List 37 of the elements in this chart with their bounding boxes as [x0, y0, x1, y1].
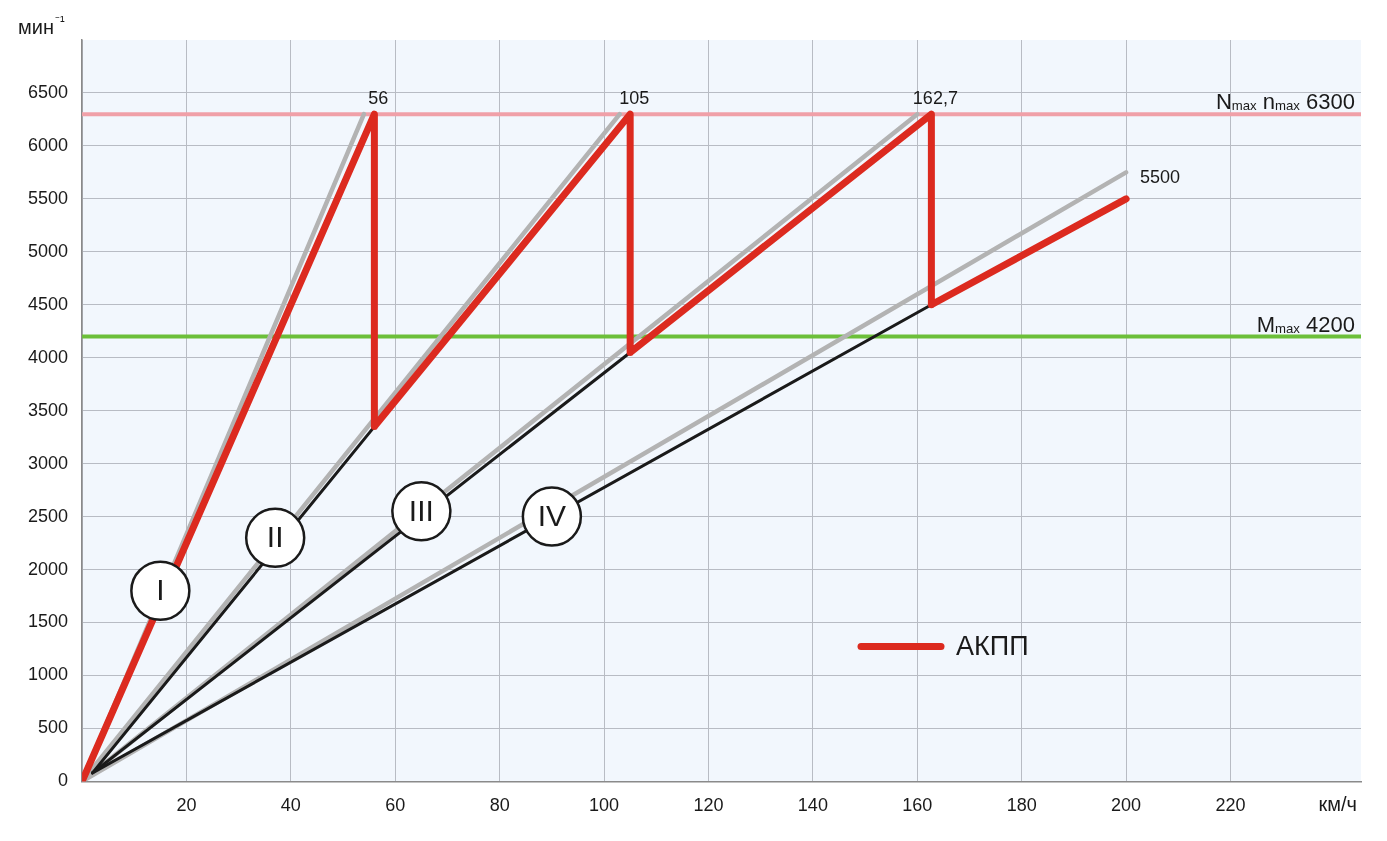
y-tick-label: 1500 — [28, 611, 69, 632]
x-tick-label: 140 — [797, 795, 828, 816]
y-tick-label: 2000 — [28, 558, 69, 579]
y-tick-label: 6500 — [28, 81, 69, 102]
x-tick-label: 180 — [1006, 795, 1037, 816]
annotation: 105 — [619, 88, 650, 109]
x-tick-label: 220 — [1215, 795, 1246, 816]
x-tick-label: 80 — [489, 795, 510, 816]
x-tick-label: 160 — [902, 795, 933, 816]
annotation: 56 — [368, 88, 389, 109]
y-tick-label: 1000 — [28, 664, 69, 685]
y-tick-label: 3000 — [28, 452, 69, 473]
y-tick-label: 0 — [58, 770, 69, 791]
y-tick-label: 5500 — [28, 187, 69, 208]
y-tick-label: 500 — [38, 717, 69, 738]
y-tick-label: 2500 — [28, 505, 69, 526]
annotation: III — [408, 493, 434, 527]
x-tick-label: 60 — [385, 795, 406, 816]
x-tick-label: 120 — [693, 795, 724, 816]
x-tick-label: 200 — [1111, 795, 1142, 816]
x-tick-label: 20 — [176, 795, 197, 816]
y-tick-label: 4000 — [28, 346, 69, 367]
y-tick-label: 5000 — [28, 240, 69, 261]
x-tick-label: 40 — [280, 795, 301, 816]
legend-label: АКПП — [956, 630, 1029, 661]
y-tick-label: 4500 — [28, 293, 69, 314]
ref-line-label: Nmax nmax 6300 — [1215, 89, 1356, 115]
annotation: II — [266, 520, 284, 554]
y-tick-label: 3500 — [28, 399, 69, 420]
x-axis-title: км/ч — [1318, 793, 1357, 816]
ref-line-label: Mmax 4200 — [1256, 311, 1356, 337]
annotation: IV — [537, 498, 567, 532]
x-tick-label: 100 — [589, 795, 620, 816]
annotation: I — [156, 573, 165, 607]
data-label: 5500 — [1140, 166, 1181, 187]
y-tick-label: 6000 — [28, 134, 69, 155]
annotation: 162,7 — [912, 88, 958, 109]
